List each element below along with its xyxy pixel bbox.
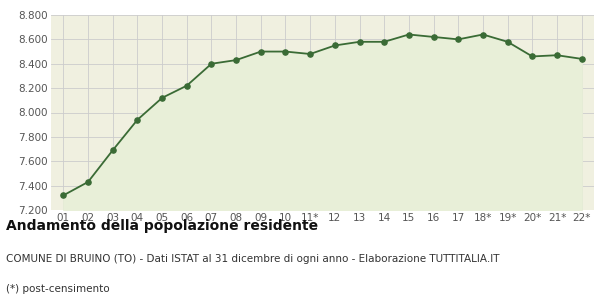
Point <box>503 39 512 44</box>
Point <box>552 53 562 58</box>
Point <box>108 148 118 153</box>
Text: (*) post-censimento: (*) post-censimento <box>6 284 110 293</box>
Point <box>577 56 586 61</box>
Point <box>429 34 439 39</box>
Point <box>454 37 463 42</box>
Point <box>527 54 537 59</box>
Text: Andamento della popolazione residente: Andamento della popolazione residente <box>6 219 318 233</box>
Point <box>330 43 340 48</box>
Point <box>379 39 389 44</box>
Point <box>59 193 68 198</box>
Point <box>305 52 315 56</box>
Point <box>182 83 191 88</box>
Point <box>404 32 413 37</box>
Point <box>478 32 488 37</box>
Point <box>83 180 93 184</box>
Text: COMUNE DI BRUINO (TO) - Dati ISTAT al 31 dicembre di ogni anno - Elaborazione TU: COMUNE DI BRUINO (TO) - Dati ISTAT al 31… <box>6 254 499 263</box>
Point <box>157 95 167 100</box>
Point <box>232 58 241 62</box>
Point <box>133 117 142 122</box>
Point <box>281 49 290 54</box>
Point <box>206 61 216 66</box>
Point <box>256 49 266 54</box>
Point <box>355 39 364 44</box>
